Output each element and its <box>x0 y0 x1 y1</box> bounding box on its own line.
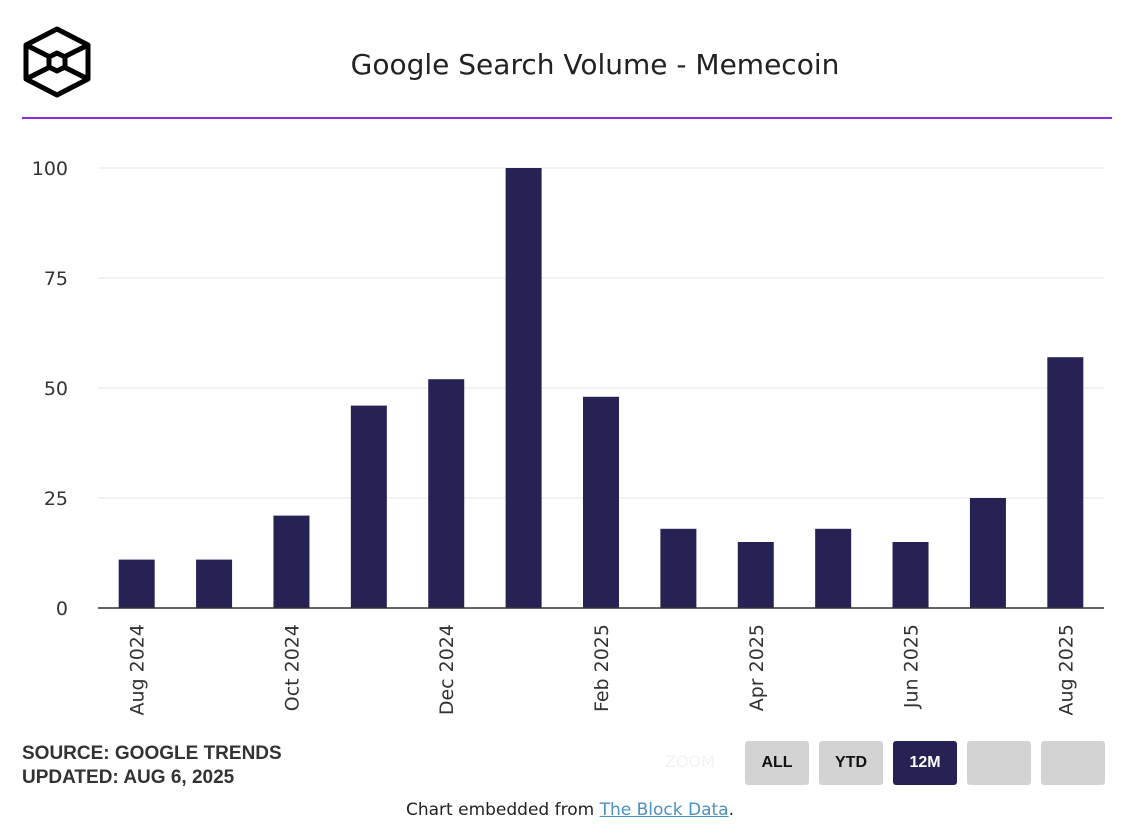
bar-may-2025 <box>815 528 852 608</box>
bar-chart: 0 25 50 75 100 Aug 2024 Oct 2024 Dec 2024 Feb 20… <box>32 158 1104 716</box>
y-tick-label: 50 <box>44 378 68 400</box>
range-button-blank-1[interactable] <box>967 741 1031 785</box>
bar-jan-2025 <box>505 168 542 608</box>
bar-dec-2024 <box>428 379 465 608</box>
source-text: SOURCE: GOOGLE TRENDS <box>22 743 282 764</box>
embed-prefix: Chart embedded from <box>406 800 600 820</box>
range-button-12m[interactable]: 12M <box>893 741 957 785</box>
updated-text: UPDATED: AUG 6, 2025 <box>22 767 235 788</box>
y-tick-label: 0 <box>56 598 68 620</box>
bar-mar-2025 <box>660 528 697 608</box>
x-tick-label: Aug 2024 <box>127 624 149 716</box>
embed-note: Chart embedded from The Block Data. <box>0 800 1140 820</box>
range-button-ytd[interactable]: YTD <box>819 741 883 785</box>
bar-aug-2025 <box>1047 357 1084 608</box>
x-tick-label: Apr 2025 <box>746 624 768 711</box>
x-tick-label: Jun 2025 <box>901 624 923 709</box>
title-divider <box>22 117 1112 119</box>
y-tick-label: 100 <box>32 158 68 180</box>
y-tick-label: 25 <box>44 488 68 510</box>
source-info: SOURCE: GOOGLE TRENDS UPDATED: AUG 6, 20… <box>22 742 282 790</box>
bar-feb-2025 <box>583 396 619 608</box>
bar-jun-2025 <box>892 542 929 608</box>
the-block-data-link[interactable]: The Block Data <box>599 800 729 820</box>
range-button-blank-2[interactable] <box>1041 741 1105 785</box>
y-tick-label: 75 <box>44 268 68 290</box>
chart-title: Google Search Volume - Memecoin <box>350 48 840 81</box>
the-block-logo-icon <box>23 26 91 98</box>
range-button-all[interactable]: ALL <box>745 741 809 785</box>
bar-sep-2024 <box>196 559 233 608</box>
x-tick-label: Oct 2024 <box>281 624 303 711</box>
zoom-label: ZOOM <box>665 752 715 771</box>
x-tick-label: Feb 2025 <box>591 624 613 712</box>
bar-aug-2024 <box>118 559 155 608</box>
x-tick-label: Aug 2025 <box>1055 624 1077 716</box>
bar-nov-2024 <box>350 405 387 608</box>
bar-oct-2024 <box>273 515 310 608</box>
x-tick-label: Dec 2024 <box>436 624 458 715</box>
embed-suffix: . <box>728 800 734 820</box>
bar-apr-2025 <box>737 542 774 608</box>
bar-jul-2025 <box>969 498 1006 608</box>
